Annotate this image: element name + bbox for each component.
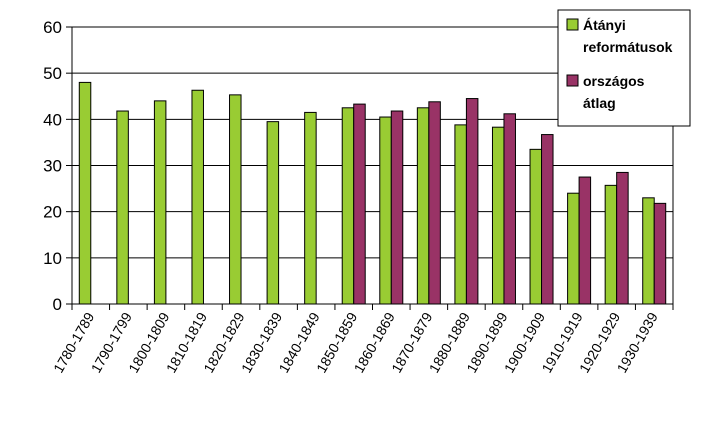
y-tick-label: 50: [43, 64, 62, 83]
bar-atanyi-1920-1929: [604, 184, 618, 305]
bar-orszagos-1920-1929: [616, 171, 629, 305]
bar-atanyi-1800-1809: [153, 100, 167, 305]
bar-atanyi-1910-1919: [567, 192, 580, 305]
bar-orszagos-1850-1859: [353, 103, 366, 305]
x-axis-ticks: 1780-17891790-17991800-18091810-18191820…: [50, 304, 674, 375]
y-tick-label: 20: [43, 203, 62, 222]
y-tick-label: 10: [43, 249, 62, 268]
legend-label: Átányi: [583, 17, 626, 33]
bar-atanyi-1890-1899: [491, 126, 505, 305]
bar-atanyi-1900-1909: [529, 148, 543, 305]
y-tick-label: 30: [43, 157, 62, 176]
legend: Átányi reformátusok országos átlag: [557, 9, 691, 127]
legend-swatch-orszagos: [566, 74, 579, 87]
bar-atanyi-1810-1819: [191, 89, 204, 305]
legend-label: átlag: [583, 95, 616, 111]
bar-atanyi-1780-1789: [78, 81, 92, 305]
bar-atanyi-1790-1799: [116, 110, 129, 305]
bar-orszagos-1860-1869: [390, 110, 404, 305]
bar-orszagos-1900-1909: [541, 134, 554, 305]
legend-label: reformátusok: [583, 39, 673, 55]
bar-atanyi-1870-1879: [416, 107, 430, 305]
bar-atanyi-1930-1939: [642, 197, 655, 305]
y-tick-label: 40: [43, 110, 62, 129]
bar-atanyi-1880-1889: [454, 124, 467, 305]
bar-atanyi-1840-1849: [304, 111, 317, 305]
legend-swatch-atanyi: [566, 18, 579, 31]
bar-orszagos-1910-1919: [578, 176, 592, 305]
bar-atanyi-1850-1859: [341, 107, 355, 305]
y-tick-label: 60: [43, 18, 62, 37]
legend-box: [557, 9, 691, 127]
bar-atanyi-1820-1829: [229, 94, 242, 305]
bar-orszagos-1870-1879: [428, 101, 441, 305]
legend-label: országos: [583, 73, 645, 89]
bar-atanyi-1860-1869: [379, 116, 392, 305]
bar-orszagos-1930-1939: [653, 202, 667, 305]
bar-orszagos-1880-1889: [465, 98, 479, 305]
bar-orszagos-1890-1899: [503, 113, 516, 305]
y-axis-ticks: 0 10 20 30 40 50 60: [43, 18, 72, 314]
y-tick-label: 0: [53, 295, 62, 314]
bar-atanyi-1830-1839: [266, 121, 280, 305]
